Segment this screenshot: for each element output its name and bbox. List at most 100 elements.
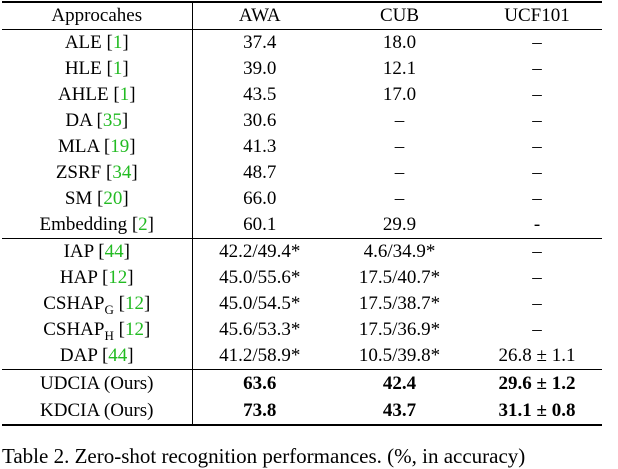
value-cell: – <box>532 84 542 105</box>
method-cell: AHLE [1] <box>2 82 193 108</box>
table-row: MLA [19] 41.3 – – <box>2 134 602 160</box>
table-row: DA [35] 30.6 – – <box>2 108 602 134</box>
value-cell: 41.2/58.9* <box>219 345 301 366</box>
method-cell: SM [20] <box>2 186 193 212</box>
value-cell: 43.5 <box>243 84 277 105</box>
table-row: HLE [1] 39.0 12.1 – <box>2 56 602 82</box>
value-cell: 12.1 <box>382 58 417 79</box>
value-cell: 66.0 <box>243 188 277 209</box>
method-cell: DA [35] <box>2 108 193 134</box>
value-cell: 29.6 ± 1.2 <box>472 369 602 397</box>
header-cell: UCF101 <box>472 2 602 30</box>
table-row: Embedding [2] 60.1 29.9 - <box>2 212 602 239</box>
table-row: AHLE [1] 43.5 17.0 – <box>2 82 602 108</box>
value-cell: – <box>532 32 542 53</box>
method-name: CSHAP <box>43 319 105 340</box>
value-cell: 45.0/54.5* <box>219 293 301 314</box>
citation: [2] <box>131 214 154 235</box>
table-row: DAP [44] 41.2/58.9* 10.5/39.8* 26.8 ± 1.1 <box>2 343 602 370</box>
citation: [12] <box>101 267 134 288</box>
method-name: IAP <box>63 241 94 262</box>
method-name: CSHAP <box>43 293 105 314</box>
caption: Table 2. Zero-shot recognition performan… <box>2 444 526 468</box>
method-name: ZSRF <box>55 162 102 183</box>
method-name: Embedding <box>39 214 128 235</box>
citation: [20] <box>97 188 129 209</box>
citation: [44] <box>98 241 130 262</box>
value-cell: 73.8 <box>243 399 277 421</box>
value-cell: – <box>532 319 542 340</box>
method-cell: DAP [44] <box>2 343 193 370</box>
method-cell: KDCIA (Ours) <box>2 397 193 425</box>
method-subscript: G <box>104 301 114 317</box>
method-cell: HAP [12] <box>2 265 193 291</box>
table-row: SM [20] 66.0 – – <box>2 186 602 212</box>
header-cell: Approcahes <box>2 2 193 30</box>
table-row: KDCIA (Ours) 73.8 43.7 31.1 ± 0.8 <box>2 397 602 425</box>
value-cell: 17.0 <box>382 84 417 105</box>
value-cell: 10.5/39.8* <box>358 345 441 366</box>
value-cell: 31.1 ± 0.8 <box>498 399 576 421</box>
value-cell: – <box>394 110 405 131</box>
citation: [1] <box>106 58 129 79</box>
method-name: DAP <box>59 345 98 366</box>
header-cell: CUB <box>327 2 472 30</box>
table-row: UDCIA (Ours) 63.6 42.4 29.6 ± 1.2 <box>2 369 602 397</box>
citation: [1] <box>113 84 136 105</box>
header-row: Approcahes AWA CUB UCF101 <box>2 2 602 30</box>
value-cell: 39.0 <box>243 58 277 79</box>
value-cell: – <box>532 110 542 131</box>
value-cell: – <box>394 162 405 183</box>
value-cell: – <box>532 162 542 183</box>
section: UDCIA (Ours) 63.6 42.4 29.6 ± 1.2 KDCIA (Our… <box>2 369 602 425</box>
value-cell: 26.8 ± 1.1 <box>498 345 576 366</box>
method-name: MLA <box>57 136 100 157</box>
value-cell: 18.0 <box>382 32 417 53</box>
value-cell: 45.0/55.6* <box>219 267 301 288</box>
value-cell: – <box>394 136 405 157</box>
citation: [35] <box>96 110 129 131</box>
method-name: ALE <box>64 32 102 53</box>
value-cell: 29.9 <box>382 214 417 235</box>
citation: [19] <box>103 136 136 157</box>
citation: [34] <box>106 162 138 183</box>
value-cell: 42.2/49.4* <box>192 238 327 265</box>
value-cell: 17.5/36.9* <box>358 319 441 340</box>
method-name: KDCIA (Ours) <box>40 399 154 421</box>
value-cell: 60.1 <box>243 214 277 235</box>
section: ALE [1] 37.4 18.0– HLE [1] 39.0 12.1– AHLE [1]… <box>2 29 602 239</box>
table-row: HAP [12] 45.0/55.6* 17.5/40.7* – <box>2 265 602 291</box>
citation: [1] <box>106 32 129 53</box>
value-cell: 30.6 <box>243 110 277 131</box>
value-cell: – <box>532 136 542 157</box>
value-cell: – <box>394 188 405 209</box>
table-row: CSHAPG [12] 45.0/54.5* 17.5/38.7* – <box>2 291 602 317</box>
method-cell: Embedding [2] <box>2 212 193 239</box>
value-cell: 45.6/53.3* <box>219 319 301 340</box>
method-cell: CSHAPH [12] <box>2 317 193 343</box>
results-table: Approcahes AWA CUB UCF101 ALE [1] 37.4 18.0 – H… <box>2 1 602 426</box>
method-name: AHLE <box>57 84 109 105</box>
method-name: UDCIA (Ours) <box>40 372 154 394</box>
method-name: HLE <box>64 58 102 79</box>
method-cell: MLA [19] <box>2 134 193 160</box>
value-cell: 43.7 <box>382 399 417 421</box>
value-cell: – <box>532 293 542 314</box>
value-cell: – <box>472 238 602 265</box>
value-cell: 17.5/38.7* <box>358 293 441 314</box>
citation: [44] <box>101 345 134 366</box>
header-cell: AWA <box>192 2 327 30</box>
table-row: CSHAPH [12] 45.6/53.3* 17.5/36.9* – <box>2 317 602 343</box>
table-row: IAP [44] 42.2/49.4* 4.6/34.9* – <box>2 238 602 265</box>
method-subscript: H <box>104 327 114 343</box>
value-cell: 4.6/34.9* <box>327 238 472 265</box>
value-cell: 42.4 <box>327 369 472 397</box>
method-name: SM <box>64 188 93 209</box>
value-cell: 63.6 <box>192 369 327 397</box>
value-cell: 37.4 <box>243 32 277 53</box>
value-cell: - <box>533 214 541 235</box>
table-row: ZSRF [34] 48.7 – – <box>2 160 602 186</box>
method-cell: ZSRF [34] <box>2 160 193 186</box>
method-cell: UDCIA (Ours) <box>2 369 193 397</box>
